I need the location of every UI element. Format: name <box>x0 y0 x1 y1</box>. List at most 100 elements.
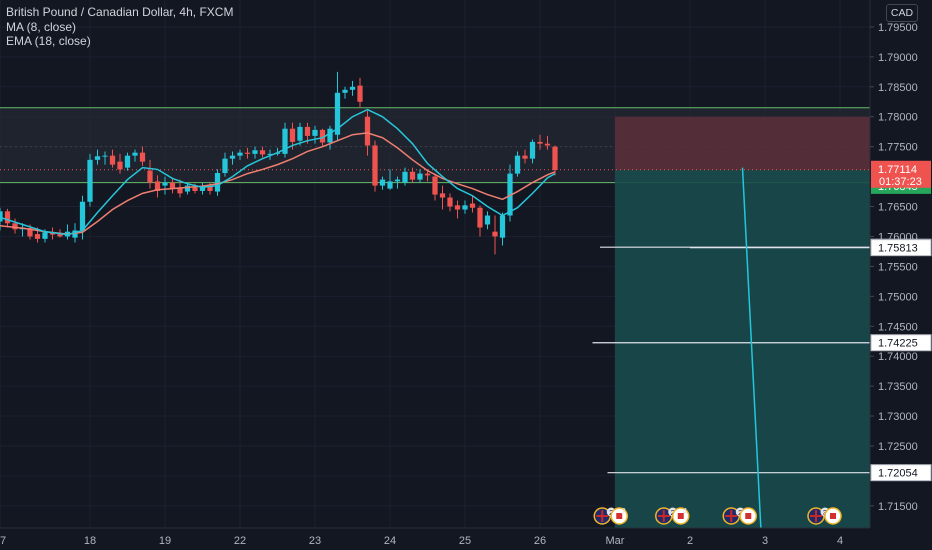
symbol-title[interactable]: British Pound / Canadian Dollar, 4h, FXC… <box>6 5 234 19</box>
candle <box>124 152 131 171</box>
candle <box>379 176 386 190</box>
candle-body <box>462 205 468 210</box>
bar-countdown-label: 01:37:23 <box>879 176 922 188</box>
candle-body <box>162 182 168 186</box>
candle <box>447 193 453 212</box>
candle-body <box>477 207 483 228</box>
candle <box>499 212 506 246</box>
candle <box>484 211 491 230</box>
candle <box>327 125 333 150</box>
time-axis-label: 17 <box>0 535 6 547</box>
candle-body <box>57 233 63 237</box>
candle <box>94 149 101 165</box>
candle <box>49 227 56 240</box>
price-axis-label: 1.72500 <box>878 441 918 453</box>
candle <box>529 139 536 164</box>
time-axis-label: Mar <box>606 535 625 547</box>
event-extra-count: 2 <box>621 507 626 516</box>
time-axis-label: 3 <box>762 535 768 547</box>
currency-button[interactable]: CAD <box>886 4 918 22</box>
candle <box>102 151 108 165</box>
candle-body <box>207 186 213 191</box>
maple-leaf <box>616 513 623 519</box>
candle-body <box>72 230 78 238</box>
stop-loss-zone <box>615 116 870 171</box>
price-axis-label: 1.78500 <box>878 82 918 94</box>
ma-line <box>0 108 556 236</box>
candle-body <box>139 152 146 162</box>
candle <box>477 205 483 237</box>
candle <box>372 140 378 192</box>
candle-body <box>199 186 206 191</box>
candle-body <box>312 129 318 136</box>
candle-body <box>87 159 93 202</box>
candle <box>439 185 446 210</box>
price-axis-label: 1.75500 <box>878 261 918 273</box>
candle <box>267 149 273 160</box>
candle-body <box>544 143 551 146</box>
candle-body <box>229 155 236 159</box>
candle-body <box>424 173 431 176</box>
price-axis-label: 1.76500 <box>878 202 918 214</box>
candle <box>544 135 551 150</box>
ema-indicator-label[interactable]: EMA (18, close) <box>6 34 91 48</box>
candle <box>12 218 18 234</box>
price-axis-label: 1.71500 <box>878 501 918 513</box>
candle <box>244 147 251 159</box>
candle-body <box>319 129 326 143</box>
candle-body <box>394 179 401 182</box>
time-axis-label: 26 <box>534 535 546 547</box>
economic-event-marker[interactable]: 3 <box>807 507 842 525</box>
time-axis-label: 23 <box>309 535 321 547</box>
candle-body <box>304 126 311 136</box>
candle-body <box>154 181 161 191</box>
candle-body <box>334 92 341 135</box>
price-axis-label: 1.73000 <box>878 411 918 423</box>
candle-body <box>49 232 56 235</box>
candle-body <box>94 156 101 160</box>
candle <box>229 151 236 165</box>
candle-body <box>387 181 393 189</box>
candle-body <box>349 86 356 90</box>
candle-body <box>184 185 191 192</box>
candle-body <box>0 211 3 222</box>
price-axis-label: 1.79500 <box>878 22 918 34</box>
price-axis-label: 1.79000 <box>878 52 918 64</box>
last-price-box <box>871 160 931 188</box>
candle-body <box>102 155 108 157</box>
chart-legend: British Pound / Canadian Dollar, 4h, FXC… <box>6 5 233 49</box>
candle-body <box>177 187 183 194</box>
candle-body <box>342 89 348 93</box>
candle <box>312 125 318 144</box>
candle-body <box>244 152 251 154</box>
candle <box>237 149 243 160</box>
candle-body <box>147 170 153 183</box>
economic-event-marker[interactable]: 22 <box>593 507 628 525</box>
candle-body <box>222 158 228 174</box>
candle-body <box>42 232 48 239</box>
candle <box>132 149 138 162</box>
candle-body <box>499 215 506 238</box>
maple-leaf <box>745 513 752 519</box>
candle-body <box>214 173 221 192</box>
candle <box>492 215 498 255</box>
candle-body <box>267 153 273 155</box>
candle-body <box>514 155 521 174</box>
price-axis-background <box>870 0 932 550</box>
candle <box>342 86 348 99</box>
candle-body <box>492 231 498 237</box>
candle-body <box>192 187 198 191</box>
candle-body <box>379 179 386 186</box>
economic-event-marker[interactable]: 2 <box>722 507 757 525</box>
candle <box>162 176 168 195</box>
level-price-label: 1.74225 <box>878 338 918 350</box>
ma-indicator-label[interactable]: MA (8, close) <box>6 19 77 34</box>
economic-event-marker[interactable]: 24 <box>655 507 690 525</box>
candle <box>349 80 356 96</box>
candle <box>417 169 423 183</box>
candle-body <box>117 161 123 170</box>
last-price-label: 1.77114 <box>878 164 917 176</box>
candle <box>552 145 558 176</box>
level-price-label: 1.72054 <box>878 468 918 480</box>
